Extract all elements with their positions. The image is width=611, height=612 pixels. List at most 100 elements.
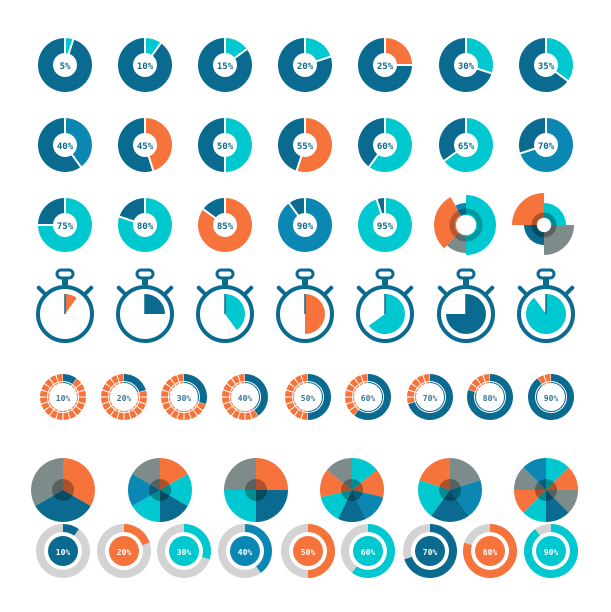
ring-center	[416, 383, 444, 411]
pie-slice	[224, 458, 256, 490]
ring-center	[537, 383, 565, 411]
ring-tile	[423, 374, 430, 382]
donut-chart-25: 25%	[358, 37, 413, 92]
percent-label: 20%	[117, 548, 132, 557]
pie-slice	[514, 467, 546, 490]
ring-tile	[76, 383, 85, 392]
stopwatch-button	[276, 285, 286, 295]
ring-tile	[286, 383, 295, 392]
stopwatch-icon-75	[437, 268, 495, 343]
ring-tile	[285, 397, 293, 404]
donut-chart-20: 20%	[277, 37, 332, 93]
ring-tile	[72, 378, 82, 388]
percent-label: 15%	[217, 62, 234, 72]
radial-segment	[455, 203, 466, 217]
pie-slice	[546, 490, 569, 522]
donut-remainder	[439, 118, 466, 161]
stopwatch-progress	[65, 294, 77, 314]
progress-arc	[245, 374, 269, 416]
progress-arc	[184, 374, 207, 405]
progress-ring-60: 60%	[341, 524, 395, 578]
percent-label: 60%	[361, 394, 376, 403]
percent-label: 90%	[544, 548, 559, 557]
segmented-ring-40: 40%	[222, 374, 269, 420]
ring-center	[49, 383, 77, 411]
ring-tile	[289, 378, 299, 388]
ring-tile	[223, 402, 232, 411]
ring-tile	[408, 383, 417, 392]
ring-tile	[110, 375, 119, 384]
ring-tile	[41, 402, 50, 411]
donut-hole	[534, 133, 558, 157]
donut-hole	[213, 53, 237, 77]
donut-remainder	[519, 38, 568, 92]
donut-chart-40: 40%	[38, 117, 93, 172]
percent-label: 60%	[377, 142, 394, 152]
donut-remainder	[38, 38, 92, 92]
donut-chart-15: 15%	[197, 37, 252, 92]
donut-chart-30: 30%	[438, 37, 493, 93]
percent-label: 95%	[377, 222, 394, 232]
pie-slice	[523, 490, 546, 522]
stopwatch-button	[324, 285, 334, 295]
donut-hole	[133, 133, 157, 157]
stopwatch-crown	[536, 268, 556, 280]
pie-center-shadow	[341, 479, 363, 501]
ring-tile	[56, 412, 63, 420]
donut-remainder	[358, 38, 412, 92]
pie-slice	[338, 490, 366, 522]
progress-ring-40: 40%	[218, 524, 272, 578]
ring-tile	[56, 374, 63, 382]
ring-tile	[301, 374, 308, 382]
pie-slice	[63, 458, 95, 506]
donut-segment	[358, 197, 413, 252]
percent-label: 45%	[137, 142, 154, 152]
ring-tile	[40, 390, 48, 397]
segmented-ring-60: 60%	[345, 374, 391, 421]
progress-ring-90: 90%	[524, 524, 579, 578]
stopwatch-button	[164, 285, 174, 295]
donut-hole	[534, 53, 558, 77]
stopwatch-progress	[145, 294, 165, 314]
ring-tile	[294, 375, 303, 384]
inner-shadow-ring	[449, 208, 483, 242]
pie-slice	[256, 490, 288, 522]
ring-tile	[165, 378, 175, 388]
progress-ring-70: 70%	[403, 524, 457, 578]
stopwatch-crown	[456, 268, 476, 280]
donut-remainder	[118, 37, 173, 92]
segmented-ring-90: 90%	[528, 374, 575, 420]
donut-hole	[293, 213, 317, 237]
percent-label: 10%	[56, 548, 71, 557]
ring-tile	[411, 378, 421, 388]
ring-tile	[72, 406, 82, 416]
segmented-ring-50: 50%	[285, 374, 331, 420]
donut-hole	[53, 133, 77, 157]
stopwatch-crown	[55, 268, 75, 280]
stopwatch-progress	[225, 294, 245, 331]
donut-segment	[65, 38, 74, 55]
stopwatch-icon-50	[276, 268, 334, 343]
ring-tile	[162, 383, 171, 392]
percent-label: 25%	[377, 62, 394, 72]
donut-chart-35: 35%	[519, 37, 573, 92]
percent-label: 30%	[177, 394, 192, 403]
percent-label: 90%	[297, 222, 314, 232]
pie-slice	[132, 490, 160, 522]
donut-hole	[454, 53, 478, 77]
ring-tile	[184, 412, 191, 420]
ring-tile	[63, 412, 70, 420]
ring-tile	[40, 397, 48, 404]
ring-tile	[231, 375, 240, 384]
ring-tile	[101, 390, 109, 397]
donut-segment	[145, 118, 172, 171]
percent-label: 40%	[238, 548, 253, 557]
radial-hole	[537, 218, 551, 232]
radial-segment	[544, 225, 574, 255]
stopwatch-button	[116, 285, 126, 295]
stopwatch-icon-25	[116, 268, 174, 343]
segmented-ring-10: 10%	[40, 374, 86, 420]
progress-ring-50: 50%	[281, 524, 335, 578]
donut-segment	[444, 118, 494, 172]
